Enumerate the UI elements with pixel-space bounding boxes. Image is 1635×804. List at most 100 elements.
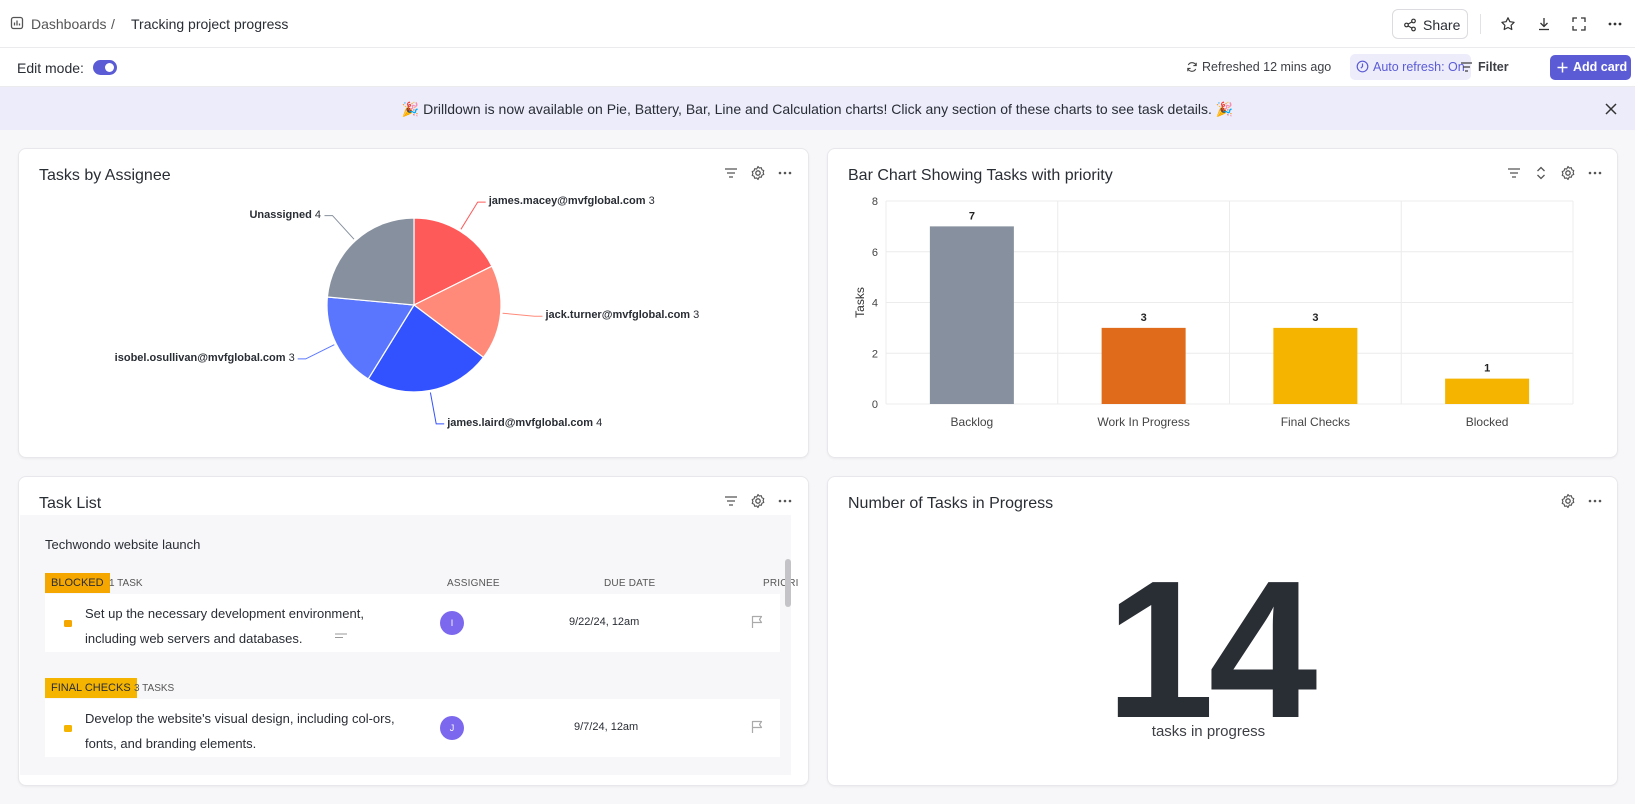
clock-icon bbox=[1356, 60, 1369, 73]
due-date[interactable]: 9/7/24, 12am bbox=[574, 721, 639, 733]
more-options-button[interactable] bbox=[1603, 12, 1627, 36]
assignee-pie-chart[interactable] bbox=[19, 149, 809, 458]
favorite-button[interactable] bbox=[1496, 12, 1520, 36]
bar[interactable] bbox=[1101, 327, 1186, 404]
card-title: Tasks by Assignee bbox=[39, 167, 171, 184]
column-header-due-date[interactable]: DUE DATE bbox=[604, 578, 656, 589]
auto-refresh-button[interactable]: Auto refresh: On bbox=[1350, 54, 1471, 80]
y-tick-label: 0 bbox=[872, 399, 878, 411]
pie-slice[interactable] bbox=[367, 304, 485, 393]
task-row[interactable]: Develop the website's visual design, inc… bbox=[45, 699, 780, 757]
task-count: 3 TASKS bbox=[134, 683, 175, 694]
card-filter-button[interactable] bbox=[721, 491, 741, 511]
vertical-scrollbar[interactable] bbox=[785, 559, 791, 607]
tasks-in-progress-caption: tasks in progress bbox=[1151, 723, 1266, 740]
pie-slice-label: Unassigned 4 bbox=[249, 208, 321, 221]
x-tick-label: Blocked bbox=[1466, 415, 1509, 429]
filter-button[interactable]: Filter bbox=[1461, 60, 1509, 74]
card-title: Bar Chart Showing Tasks with priority bbox=[848, 167, 1113, 184]
card-filter-button[interactable] bbox=[721, 163, 741, 183]
card-settings-button[interactable] bbox=[1558, 491, 1578, 511]
task-name[interactable]: Develop the website's visual design, inc… bbox=[85, 711, 395, 751]
dashboard-toolbar: Edit mode: Refreshed 12 mins ago Auto re… bbox=[0, 48, 1635, 87]
column-header-priority[interactable]: PRIORI bbox=[763, 578, 799, 589]
status-badge[interactable]: FINAL CHECKS bbox=[45, 678, 137, 698]
pie-slice[interactable] bbox=[412, 265, 502, 359]
dashboard-icon bbox=[10, 16, 24, 30]
card-more-button[interactable] bbox=[775, 163, 795, 183]
edit-mode-toggle[interactable] bbox=[93, 60, 117, 75]
card-more-button[interactable] bbox=[1585, 491, 1605, 511]
flag-icon[interactable] bbox=[751, 720, 764, 734]
card-settings-button[interactable] bbox=[1558, 163, 1578, 183]
filter-icon bbox=[725, 168, 737, 178]
bar-data-label: 3 bbox=[1312, 312, 1318, 324]
pie-slice-label: james.laird@mvfglobal.com 4 bbox=[447, 416, 603, 429]
expand-icon bbox=[1572, 17, 1586, 31]
pie-slice-label: jack.turner@mvfglobal.com 3 bbox=[545, 309, 700, 322]
priority-bar-chart[interactable]: 0 2 4 6 8 Tasks 7 Backlog 3 Work In Progress 3 Fina… bbox=[828, 149, 1618, 458]
filter-label: Filter bbox=[1478, 60, 1509, 74]
download-icon bbox=[1539, 18, 1549, 31]
card-title: Task List bbox=[39, 495, 102, 512]
auto-refresh-label: Auto refresh: On bbox=[1373, 60, 1465, 74]
pie-slice[interactable] bbox=[413, 217, 493, 306]
card-more-button[interactable] bbox=[1585, 163, 1605, 183]
fullscreen-button[interactable] bbox=[1567, 12, 1591, 36]
y-tick-label: 4 bbox=[872, 298, 878, 310]
close-icon[interactable] bbox=[1603, 101, 1619, 117]
more-horizontal-icon bbox=[1608, 22, 1622, 26]
due-date[interactable]: 9/22/24, 12am bbox=[569, 616, 640, 628]
card-filter-button[interactable] bbox=[1504, 163, 1524, 183]
pie-slice[interactable] bbox=[326, 217, 415, 306]
add-card-label: Add card bbox=[1573, 60, 1628, 74]
card-settings-button[interactable] bbox=[748, 491, 768, 511]
project-name[interactable]: Techwondo website launch bbox=[45, 537, 201, 552]
drilldown-banner: 🎉 Drilldown is now available on Pie, Bat… bbox=[0, 87, 1635, 130]
filter-icon bbox=[1508, 168, 1520, 178]
bar[interactable] bbox=[1273, 327, 1358, 404]
pie-leader-line bbox=[297, 344, 335, 360]
page-title: Tracking project progress bbox=[131, 16, 289, 32]
bar[interactable] bbox=[1445, 378, 1530, 404]
status-badge[interactable]: BLOCKED bbox=[45, 573, 110, 593]
gear-icon bbox=[1561, 165, 1575, 181]
download-button[interactable] bbox=[1532, 12, 1556, 36]
bar-data-label: 1 bbox=[1484, 363, 1490, 375]
bar[interactable] bbox=[929, 226, 1014, 404]
pie-slice[interactable] bbox=[326, 296, 416, 380]
x-tick-label: Backlog bbox=[951, 415, 994, 429]
task-list-body: Techwondo website launch BLOCKED 1 TASK … bbox=[20, 515, 798, 775]
column-header-assignee[interactable]: ASSIGNEE bbox=[447, 578, 500, 589]
card-sort-button[interactable] bbox=[1531, 163, 1551, 183]
avatar[interactable]: I bbox=[440, 611, 464, 635]
priority-bar-chart-card: Bar Chart Showing Tasks with priority 0 2… bbox=[827, 148, 1618, 458]
tasks-by-assignee-card: Tasks by Assignee james.macey@mvfglobal.… bbox=[18, 148, 809, 458]
tasks-in-progress-value[interactable]: 14 bbox=[1105, 540, 1317, 759]
description-icon bbox=[335, 633, 347, 638]
flag-icon[interactable] bbox=[751, 615, 764, 629]
task-row[interactable]: Set up the necessary development environ… bbox=[45, 594, 780, 652]
x-tick-label: Work In Progress bbox=[1097, 415, 1189, 429]
breadcrumb-dashboards[interactable]: Dashboards bbox=[31, 16, 107, 32]
pie-leader-line bbox=[460, 201, 486, 230]
status-dot bbox=[64, 620, 72, 627]
y-tick-label: 8 bbox=[872, 196, 878, 208]
gear-icon bbox=[751, 493, 765, 509]
edit-mode-label: Edit mode: bbox=[17, 60, 84, 76]
card-title: Number of Tasks in Progress bbox=[848, 495, 1054, 512]
task-count: 1 TASK bbox=[109, 578, 143, 589]
add-card-button[interactable]: Add card bbox=[1550, 55, 1631, 80]
avatar[interactable]: J bbox=[440, 716, 464, 740]
share-button[interactable]: Share bbox=[1392, 9, 1468, 39]
card-more-button[interactable] bbox=[775, 491, 795, 511]
task-name[interactable]: Set up the necessary development environ… bbox=[85, 606, 364, 646]
pie-slice-label: james.macey@mvfglobal.com 3 bbox=[488, 195, 655, 208]
plus-icon bbox=[1557, 62, 1568, 73]
status-dot bbox=[64, 725, 72, 732]
card-settings-button[interactable] bbox=[748, 163, 768, 183]
top-bar: Dashboards / Tracking project progress S… bbox=[0, 0, 1635, 48]
x-tick-label: Final Checks bbox=[1281, 415, 1350, 429]
pie-slice-label: isobel.osullivan@mvfglobal.com 3 bbox=[114, 351, 295, 364]
share-icon bbox=[1404, 18, 1416, 32]
